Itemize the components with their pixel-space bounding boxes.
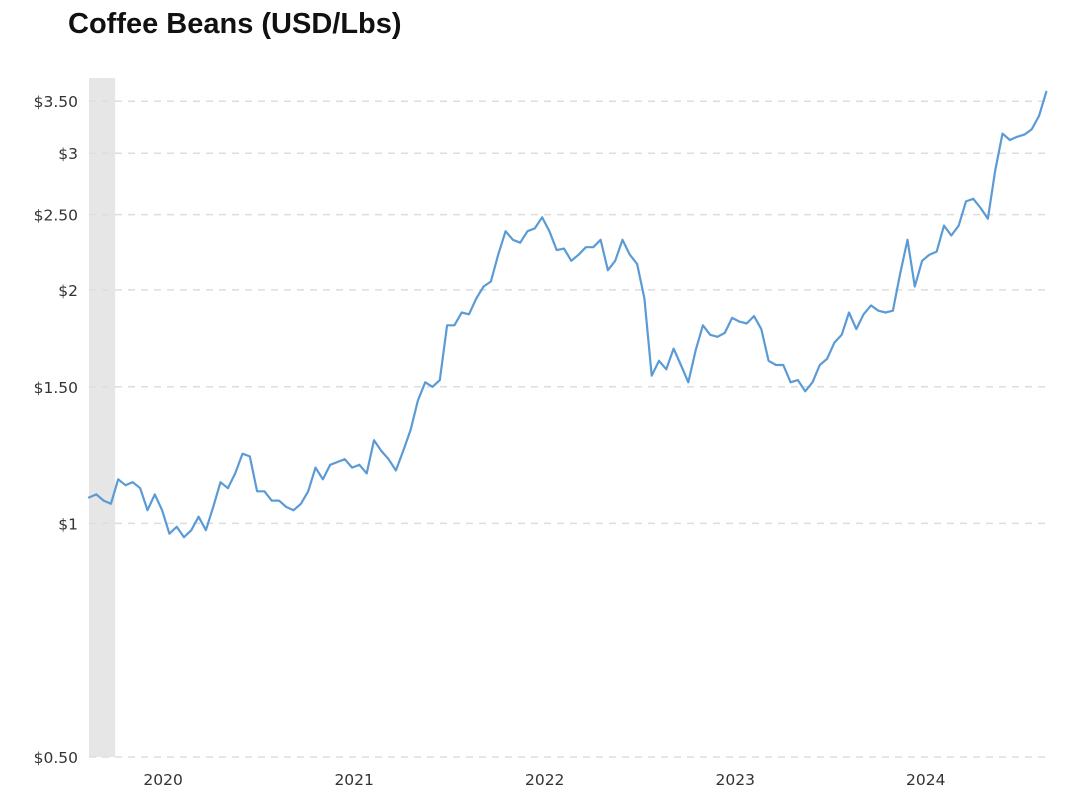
- y-tick-label: $1.50: [34, 379, 78, 397]
- x-tick-label: 2024: [906, 771, 945, 789]
- x-tick-label: 2023: [716, 771, 755, 789]
- y-tick-label: $3: [58, 145, 78, 163]
- shaded-region: [89, 78, 116, 757]
- series-line: [87, 90, 1048, 539]
- series-group: [87, 90, 1048, 539]
- y-gridlines: [89, 100, 1050, 758]
- y-tick-label: $2.50: [34, 207, 78, 225]
- y-axis-ticks: $3.50 $3 $2.50 $2 $1.50 $1 $0.50: [34, 93, 78, 767]
- y-tick-label: $0.50: [34, 749, 78, 767]
- x-tick-label: 2020: [143, 771, 182, 789]
- chart-title: Coffee Beans (USD/Lbs): [68, 8, 402, 40]
- y-tick-label: $2: [58, 282, 78, 300]
- y-tick-label: $1: [58, 515, 78, 533]
- y-tick-label: $3.50: [34, 93, 78, 111]
- shaded-period: [89, 78, 116, 757]
- x-tick-label: 2021: [334, 771, 373, 789]
- x-axis-ticks: 2020 2021 2022 2023 2024: [143, 771, 945, 789]
- x-tick-label: 2022: [525, 771, 564, 789]
